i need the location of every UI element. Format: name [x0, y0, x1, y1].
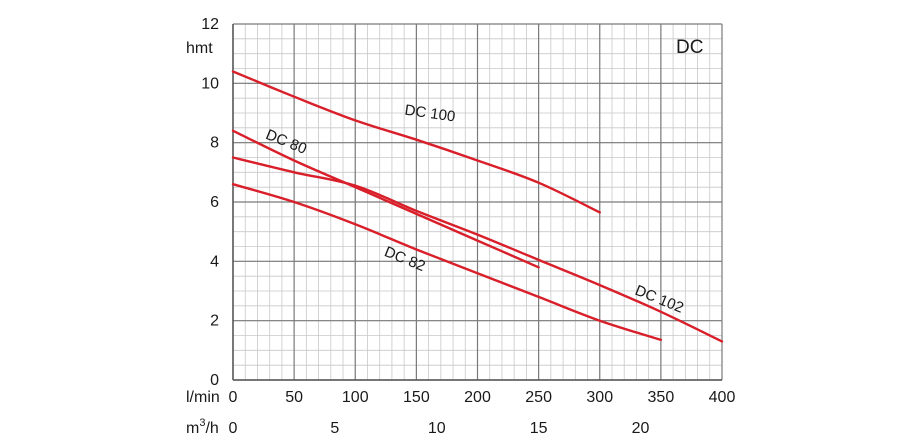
series-line-dc-80 [231, 129, 540, 269]
x-tick-label-lmin: 300 [586, 389, 613, 406]
badge-label: DC [676, 37, 703, 58]
x-tick-label-m3h: 20 [632, 420, 650, 437]
series-line-dc-100 [231, 70, 601, 214]
x-tick-label-lmin: 200 [464, 389, 491, 406]
x-axis-title-secondary-sup: 3 [199, 417, 205, 429]
x-tick-label-m3h: 10 [428, 420, 446, 437]
y-tick-label: 10 [201, 75, 219, 92]
x-tick-label-lmin: 350 [648, 389, 675, 406]
y-tick-label: 8 [210, 135, 219, 152]
x-axis-title-secondary-tail: /h [205, 420, 218, 437]
x-axis-title-primary: l/min [186, 389, 220, 406]
x-tick-label-m3h: 15 [530, 420, 548, 437]
y-tick-label: 6 [210, 194, 219, 211]
y-tick-label: 4 [210, 253, 219, 270]
curves [231, 70, 724, 343]
x-axis-title-secondary-base: m [186, 420, 199, 437]
tick-labels: 0 2 4 6 8 10 12 0 50 100 150 200 250 300 350 400 0 5 10 15 2… [201, 16, 735, 437]
y-tick-label: 2 [210, 313, 219, 330]
grid [232, 23, 723, 381]
x-tick-label-lmin: 50 [285, 389, 303, 406]
x-tick-label-m3h: 0 [229, 420, 238, 437]
y-tick-label: 12 [201, 16, 219, 33]
series-label-dc-80: DC 80 [263, 126, 309, 158]
series-label-dc-82: DC 82 [382, 243, 428, 275]
x-tick-label-lmin: 100 [342, 389, 369, 406]
x-tick-label-lmin: 0 [229, 389, 238, 406]
series-line-dc-102 [231, 156, 724, 343]
series-line-dc-82 [231, 183, 663, 342]
series-label-dc-100: DC 100 [404, 102, 457, 126]
x-tick-label-lmin: 400 [709, 389, 736, 406]
x-tick-label-m3h: 5 [330, 420, 339, 437]
x-tick-label-lmin: 150 [403, 389, 430, 406]
x-tick-label-lmin: 250 [525, 389, 552, 406]
y-axis-title: hmt [186, 40, 213, 57]
y-tick-label: 0 [210, 372, 219, 389]
x-axis-title-secondary: m3/h [186, 417, 219, 437]
